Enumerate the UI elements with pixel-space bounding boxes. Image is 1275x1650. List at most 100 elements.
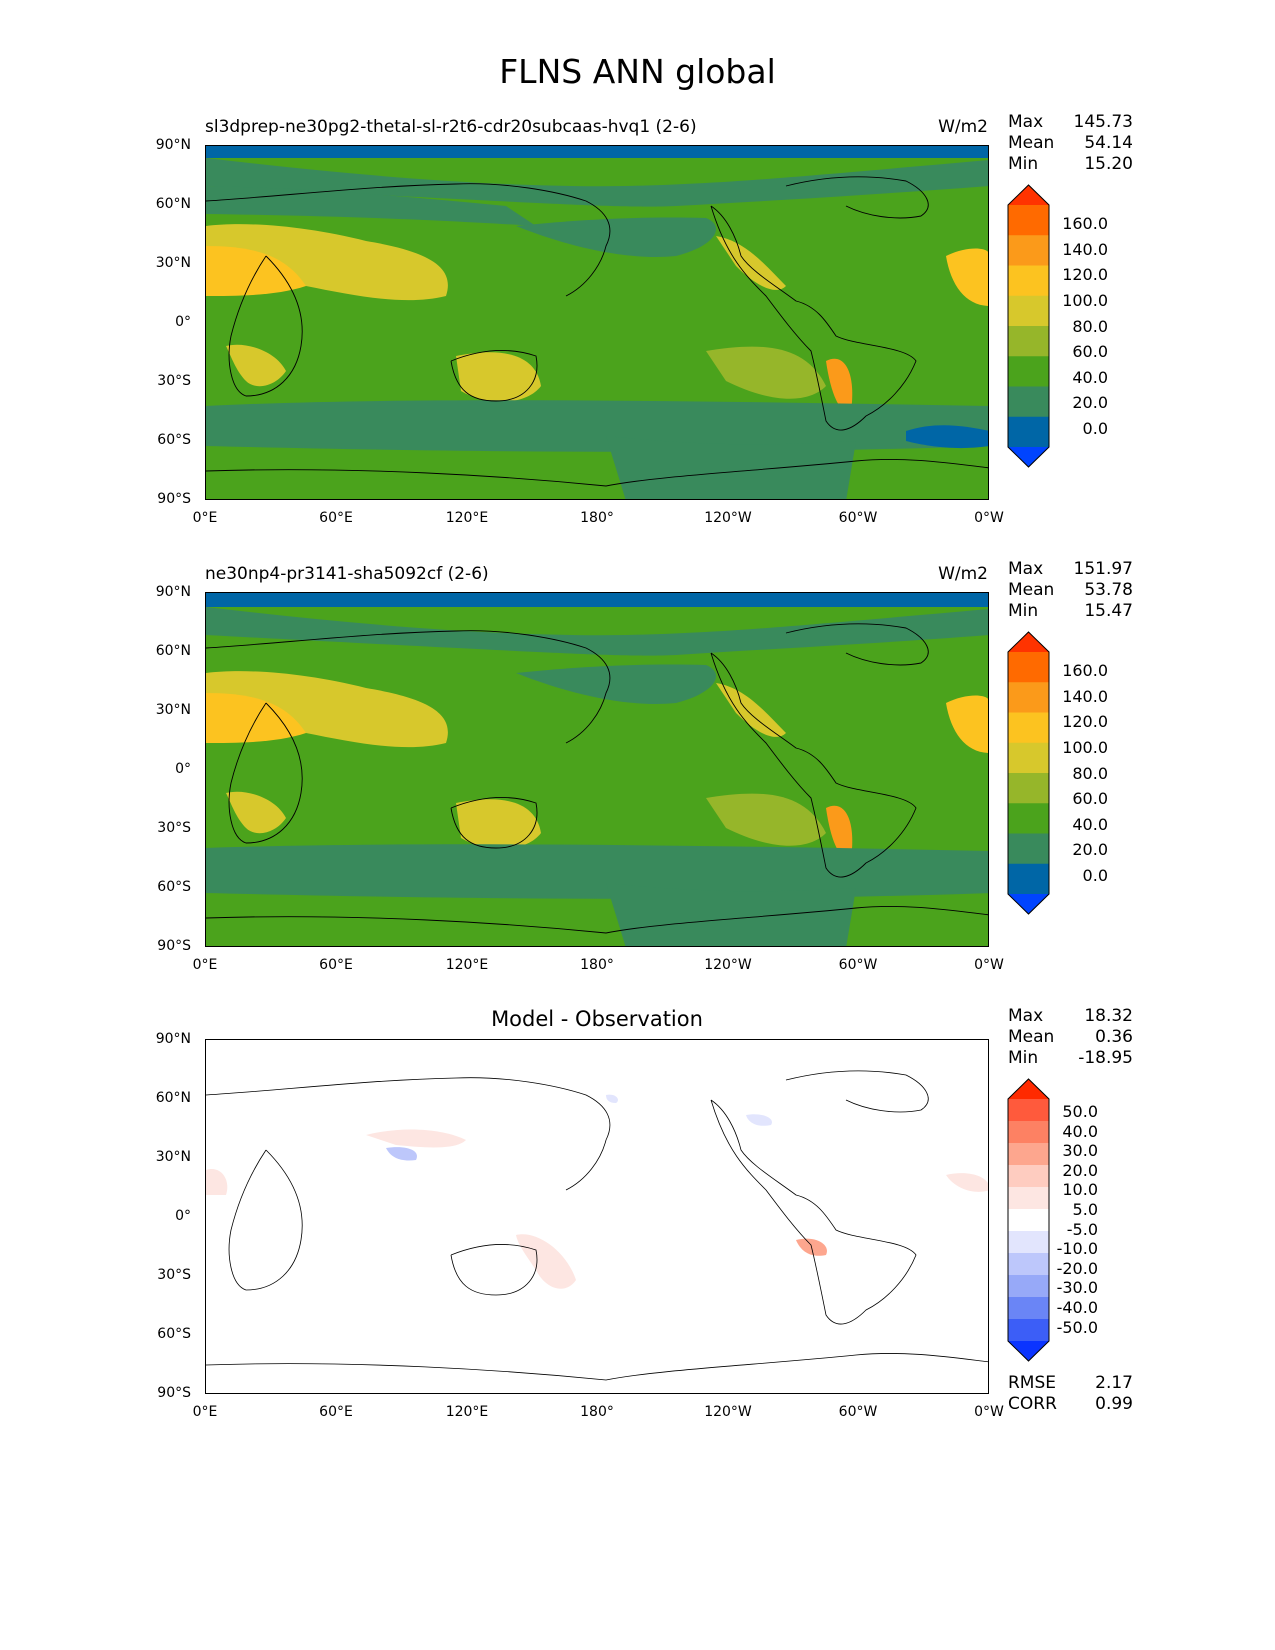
ytick: 30°S [157,1267,191,1283]
colorbar-cap-bottom [1008,1341,1049,1361]
difference-map [205,1039,989,1394]
ytick: 60°S [157,879,191,895]
ytick: 30°S [157,820,191,836]
colorbar-cap-top [1008,185,1049,205]
colorbar-segment [1008,1297,1049,1320]
ytick: 0° [175,314,191,330]
colorbar-label: 5.0 [1072,1200,1098,1219]
flns-map [205,145,989,500]
colorbar-segment [1008,652,1049,683]
colorbar-segment [1008,1209,1049,1232]
colorbar-label: 160.0 [1062,661,1108,680]
colorbar-label: 140.0 [1062,240,1108,259]
panel-title: ne30np4-pr3141-sha5092cf (2-6) [205,564,489,584]
xtick: 120°E [445,957,489,973]
colorbar-label: 140.0 [1062,687,1108,706]
ytick: 60°N [155,196,191,212]
colorbar-segment [1008,356,1049,387]
ytick: 60°S [157,432,191,448]
colorbar-segment [1008,205,1049,236]
xtick: 0°E [192,1404,218,1420]
colorbar-label: 100.0 [1062,738,1108,757]
colorbar-cap-bottom [1008,447,1049,467]
colorbar-label: 120.0 [1062,265,1108,284]
colorbar-label: 30.0 [1062,1141,1098,1160]
xtick: 0°W [974,510,1004,526]
stat-corr: CORR 0.99 [1008,1394,1133,1414]
ytick: 90°S [157,491,191,507]
xtick: 60°W [838,510,878,526]
colorbar-segment [1008,742,1049,774]
ytick: 60°N [155,1090,191,1106]
colorbar-svg [1007,631,1050,915]
colorbar-segment [1008,1253,1049,1276]
colorbar-label: -20.0 [1056,1259,1098,1278]
colorbar-label: 80.0 [1072,317,1108,336]
xtick: 0°W [974,957,1004,973]
panel-title: sl3dprep-ne30pg2-thetal-sl-r2t6-cdr20sub… [205,117,697,137]
colorbar-segment [1008,386,1049,418]
xtick: 120°W [704,957,752,973]
stat-max: Max 151.97 [1008,559,1133,579]
xtick: 60°E [319,957,353,973]
colorbar-outline [1007,631,1050,915]
colorbar-segment [1008,295,1049,327]
colorbar-label: 10.0 [1062,1180,1098,1199]
ytick: 30°N [155,1149,191,1165]
xtick: 60°E [319,1404,353,1420]
xtick: 60°W [838,1404,878,1420]
ytick: 90°S [157,938,191,954]
xtick: 120°W [704,510,752,526]
colorbar-label: -40.0 [1056,1298,1098,1317]
colorbar-outline [1007,1078,1050,1362]
xtick: 180° [580,1404,614,1420]
colorbar-label: 50.0 [1062,1102,1098,1121]
xtick: 0°E [192,957,218,973]
figure-title: FLNS ANN global [499,52,776,91]
colorbar-segment [1008,1143,1049,1166]
ytick: 60°S [157,1326,191,1342]
colorbar-segment [1008,416,1049,448]
ytick: 90°N [155,1031,191,1047]
stat-mean: Mean 54.14 [1008,133,1133,153]
colorbar-cap-top [1008,1079,1049,1099]
colorbar-cap-bottom [1008,894,1049,914]
colorbar-outline [1007,184,1050,468]
stat-mean: Mean 53.78 [1008,580,1133,600]
ytick: 30°N [155,255,191,271]
units-label: W/m2 [938,564,988,584]
colorbar-label: 40.0 [1072,815,1108,834]
xtick: 120°E [445,510,489,526]
stat-min: Min 15.20 [1008,154,1133,174]
ytick: 60°N [155,643,191,659]
flns-map [205,592,989,947]
colorbar-label: 100.0 [1062,291,1108,310]
colorbar-segment [1008,235,1049,266]
colorbar-segment [1008,1121,1049,1144]
colorbar-label: -30.0 [1056,1278,1098,1297]
colorbar-segment [1008,682,1049,713]
colorbar-label: 80.0 [1072,764,1108,783]
colorbar-label: 60.0 [1072,342,1108,361]
xtick: 60°W [838,957,878,973]
colorbar-segment [1008,863,1049,895]
xtick: 120°E [445,1404,489,1420]
panel-title: Model - Observation [491,1007,703,1031]
stat-min: Min -18.95 [1008,1048,1133,1068]
colorbar-label: -5.0 [1066,1220,1098,1239]
ytick: 0° [175,1208,191,1224]
colorbar-segment [1008,773,1049,804]
xtick: 120°W [704,1404,752,1420]
xtick: 0°W [974,1404,1004,1420]
colorbar-cap-top [1008,632,1049,652]
colorbar-label: 40.0 [1062,1122,1098,1141]
colorbar-label: 40.0 [1072,368,1108,387]
xtick: 0°E [192,510,218,526]
stat-max: Max 18.32 [1008,1006,1133,1026]
colorbar-label: 20.0 [1072,393,1108,412]
ytick: 0° [175,761,191,777]
colorbar-segment [1008,326,1049,357]
stat-min: Min 15.47 [1008,601,1133,621]
ytick: 90°N [155,584,191,600]
colorbar-label: 0.0 [1082,419,1108,438]
